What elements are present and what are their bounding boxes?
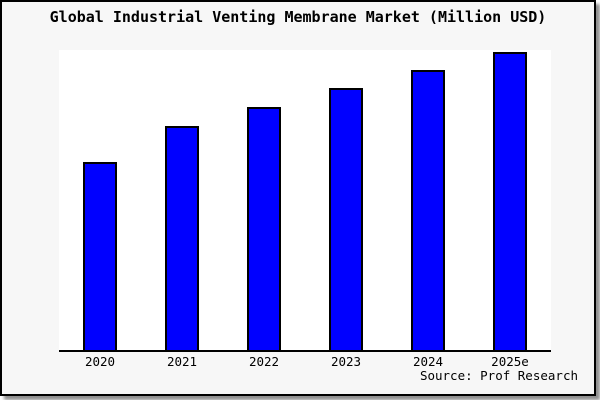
bar-2020 xyxy=(83,162,117,350)
x-tick-label-2024: 2024 xyxy=(412,354,444,369)
bar-2021 xyxy=(165,126,199,350)
x-tick-label-2020: 2020 xyxy=(84,354,116,369)
bar-2024 xyxy=(411,70,445,350)
chart-title: Global Industrial Venting Membrane Marke… xyxy=(49,8,547,26)
x-tick-label-2021: 2021 xyxy=(166,354,198,369)
x-tick-label-2023: 2023 xyxy=(330,354,362,369)
bar-2025e xyxy=(493,52,527,350)
source-credit: Source: Prof Research xyxy=(419,368,578,383)
x-tick-label-2025e: 2025e xyxy=(491,354,529,369)
bar-2022 xyxy=(247,107,281,350)
plot-area xyxy=(59,50,551,352)
x-tick-label-2022: 2022 xyxy=(248,354,280,369)
bar-2023 xyxy=(329,88,363,350)
